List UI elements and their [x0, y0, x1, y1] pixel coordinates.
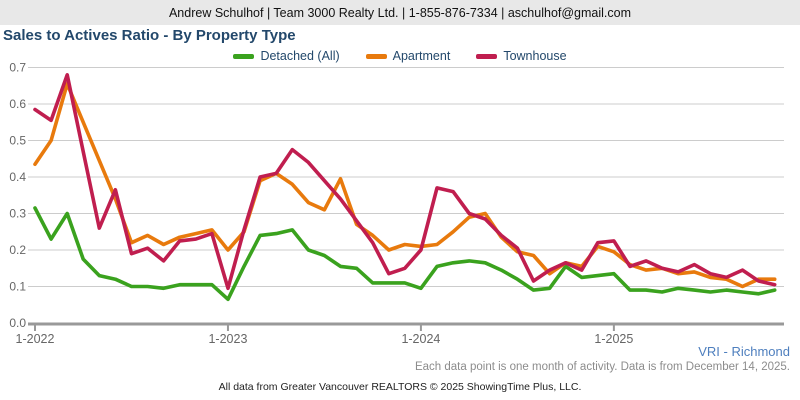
svg-text:0.2: 0.2	[9, 243, 26, 257]
svg-text:0.7: 0.7	[9, 61, 26, 75]
legend-item-apartment[interactable]: Apartment	[365, 49, 451, 63]
svg-text:0.4: 0.4	[9, 170, 26, 184]
attribution-line: All data from Greater Vancouver REALTORS…	[218, 381, 582, 393]
svg-text:0.0: 0.0	[9, 316, 26, 330]
svg-text:1-2025: 1-2025	[594, 332, 633, 346]
svg-text:0.1: 0.1	[9, 280, 26, 294]
townhouse-series-swatch-icon	[476, 53, 498, 59]
data-date-note: Each data point is one month of activity…	[414, 361, 790, 373]
svg-text:0.5: 0.5	[9, 134, 26, 148]
header-bar: Andrew Schulhof | Team 3000 Realty Ltd. …	[0, 0, 800, 25]
legend-label-detached: Detached (All)	[260, 49, 340, 63]
detached-series-swatch-icon	[233, 53, 255, 59]
svg-text:1-2023: 1-2023	[208, 332, 247, 346]
apartment-series-swatch-icon	[365, 53, 387, 59]
svg-text:0.6: 0.6	[9, 97, 26, 111]
agent-contact-line: Andrew Schulhof | Team 3000 Realty Ltd. …	[168, 5, 632, 20]
svg-text:1-2024: 1-2024	[401, 332, 440, 346]
page-title: Sales to Actives Ratio - By Property Typ…	[3, 27, 296, 44]
legend-label-townhouse: Townhouse	[503, 49, 567, 63]
legend-label-apartment: Apartment	[392, 49, 451, 63]
svg-text:0.3: 0.3	[9, 207, 26, 221]
svg-text:1-2022: 1-2022	[16, 332, 55, 346]
region-link[interactable]: VRI - Richmond	[698, 344, 790, 359]
chart-legend: Detached (All) Apartment Townhouse	[0, 49, 800, 63]
legend-item-townhouse[interactable]: Townhouse	[476, 49, 567, 63]
legend-item-detached[interactable]: Detached (All)	[233, 49, 340, 63]
